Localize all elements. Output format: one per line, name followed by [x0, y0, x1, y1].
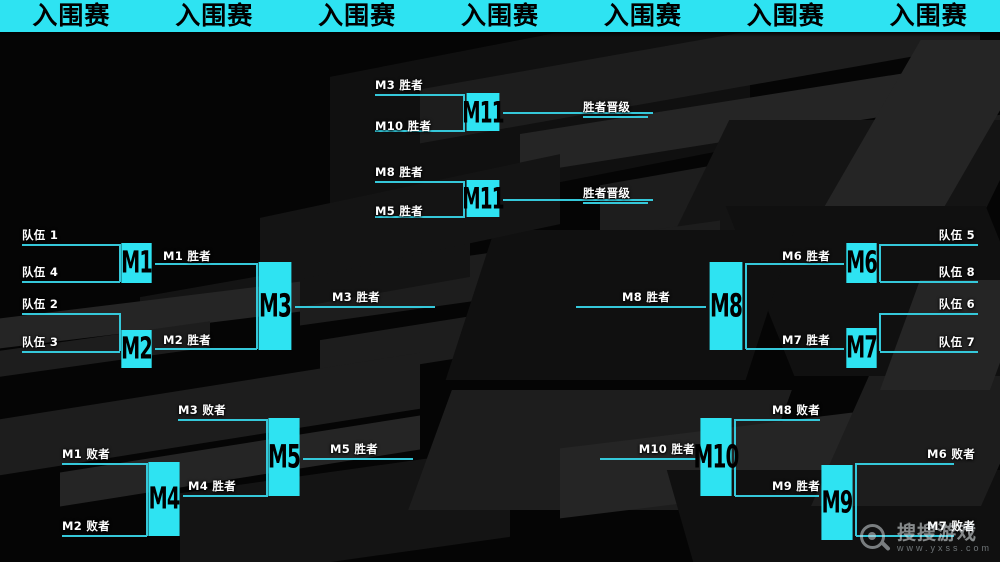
- feed-m10-winner: M10 胜者: [638, 442, 695, 456]
- match-label: M11: [462, 181, 504, 216]
- match-label: M9: [821, 484, 854, 521]
- seed-team-8: 队伍 8: [938, 265, 975, 279]
- seed-team-1: 队伍 1: [22, 228, 59, 242]
- match-label: M3: [258, 287, 292, 325]
- advance-top: 胜者晋级: [583, 100, 631, 114]
- feed-m1-loser: M1 败者: [62, 447, 110, 461]
- match-box-m5[interactable]: M5: [267, 418, 301, 496]
- match-label: M8: [709, 287, 743, 325]
- match-box-m11-second[interactable]: M11: [462, 180, 505, 217]
- match-box-m11-top[interactable]: M11: [462, 93, 505, 131]
- banner-text: 入围赛: [175, 1, 254, 30]
- feed-m9-winner: M9 胜者: [772, 479, 820, 493]
- match-label: M4: [148, 481, 181, 517]
- feed-m7-winner: M7 胜者: [782, 333, 830, 347]
- feed-m8-loser: M8 败者: [772, 403, 820, 417]
- seed-team-5: 队伍 5: [938, 228, 975, 242]
- advance-second: 胜者晋级: [583, 186, 631, 200]
- seed-team-3: 队伍 3: [22, 335, 59, 349]
- match-label: M5: [267, 438, 301, 476]
- feed-m4-winner: M4 胜者: [188, 479, 236, 493]
- banner-shadow: [0, 32, 1000, 37]
- match-label: M11: [462, 94, 504, 130]
- banner-text: 入围赛: [318, 1, 397, 30]
- feed-m8-winner-top: M8 胜者: [375, 165, 423, 179]
- feed-m3-winner-top: M3 胜者: [375, 78, 423, 92]
- match-box-m3[interactable]: M3: [258, 262, 292, 350]
- top-banner: 入围赛 入围赛 入围赛 入围赛 入围赛 入围赛 入围赛: [0, 0, 1000, 32]
- feed-m3-loser: M3 败者: [178, 403, 226, 417]
- seed-team-4: 队伍 4: [22, 265, 59, 279]
- banner-text: 入围赛: [746, 1, 825, 30]
- seed-team-7: 队伍 7: [938, 335, 975, 349]
- match-box-m2[interactable]: M2: [121, 330, 153, 368]
- banner-text: 入围赛: [461, 1, 540, 30]
- match-box-m1[interactable]: M1: [121, 243, 153, 283]
- seed-team-6: 队伍 6: [938, 297, 975, 311]
- feed-m5-winner: M5 胜者: [330, 442, 378, 456]
- banner-text: 入围赛: [603, 1, 682, 30]
- seed-team-2: 队伍 2: [22, 297, 59, 311]
- banner-text: 入围赛: [889, 1, 968, 30]
- match-label: M1: [121, 245, 153, 281]
- feed-m6-loser: M6 败者: [927, 447, 975, 461]
- feed-m1-winner: M1 胜者: [163, 249, 211, 263]
- feed-m2-winner: M2 胜者: [163, 333, 211, 347]
- feed-m8-winner: M8 胜者: [622, 290, 670, 304]
- match-box-m4[interactable]: M4: [148, 462, 181, 536]
- feed-m5-winner-top: M5 胜者: [375, 204, 423, 218]
- banner-text: 入围赛: [32, 1, 111, 30]
- match-box-m9[interactable]: M9: [821, 465, 854, 540]
- match-label: M2: [121, 331, 153, 367]
- feed-m6-winner: M6 胜者: [782, 249, 830, 263]
- feed-m10-winner-top: M10 胜者: [375, 119, 432, 133]
- watermark-url: www.yxss.com: [896, 543, 992, 554]
- feed-m2-loser: M2 败者: [62, 519, 110, 533]
- feed-m7-loser: M7 败者: [927, 519, 975, 533]
- match-label: M10: [693, 438, 739, 476]
- feed-m3-winner: M3 胜者: [332, 290, 380, 304]
